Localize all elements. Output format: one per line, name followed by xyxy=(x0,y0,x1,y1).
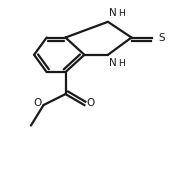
Text: S: S xyxy=(158,33,165,43)
Text: H: H xyxy=(118,59,125,68)
Text: N: N xyxy=(110,8,117,18)
Text: O: O xyxy=(86,99,94,109)
Text: H: H xyxy=(118,9,125,18)
Text: N: N xyxy=(110,58,117,68)
Text: O: O xyxy=(34,99,42,109)
